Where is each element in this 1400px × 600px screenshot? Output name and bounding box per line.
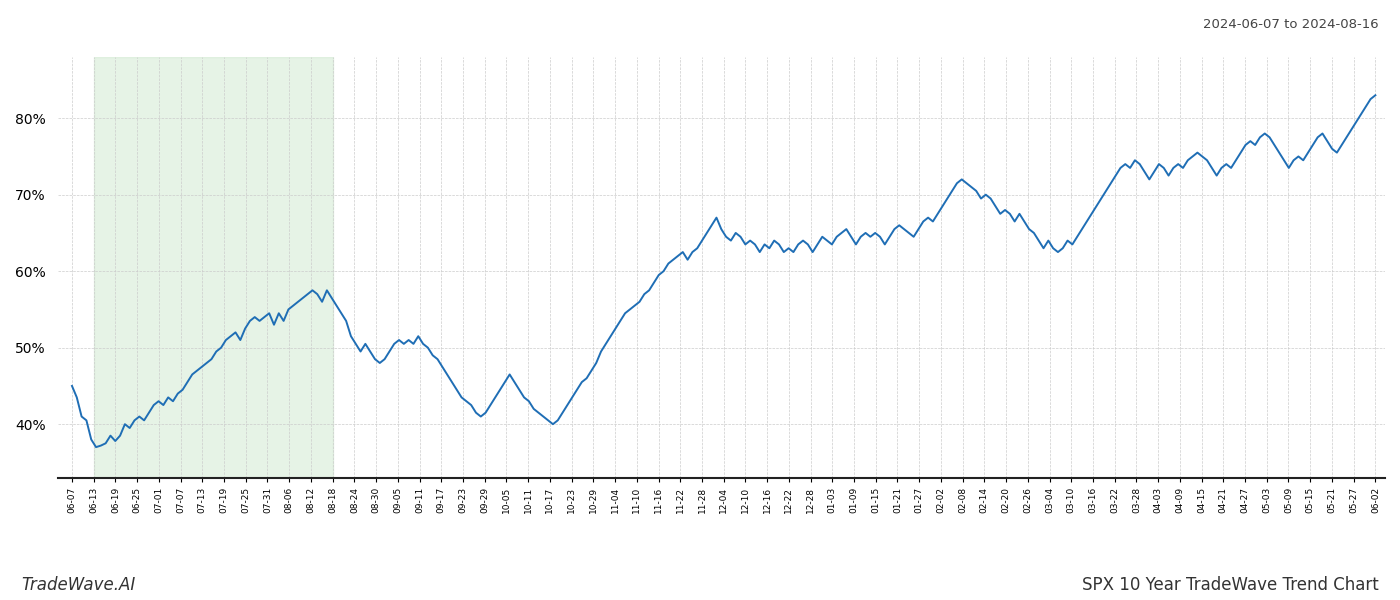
Bar: [94, 57, 333, 478]
Text: TradeWave.AI: TradeWave.AI: [21, 576, 136, 594]
Text: 2024-06-07 to 2024-08-16: 2024-06-07 to 2024-08-16: [1204, 18, 1379, 31]
Text: SPX 10 Year TradeWave Trend Chart: SPX 10 Year TradeWave Trend Chart: [1082, 576, 1379, 594]
